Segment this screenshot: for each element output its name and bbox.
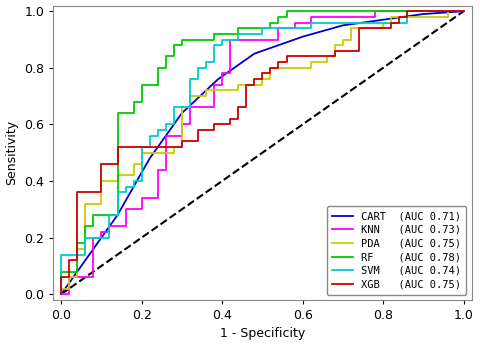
Y-axis label: Sensitivity: Sensitivity — [6, 120, 19, 185]
Legend: CART  (AUC 0.71), KNN   (AUC 0.73), PDA   (AUC 0.75), RF    (AUC 0.78), SVM   (A: CART (AUC 0.71), KNN (AUC 0.73), PDA (AU… — [327, 206, 467, 295]
X-axis label: 1 - Specificity: 1 - Specificity — [220, 327, 305, 340]
